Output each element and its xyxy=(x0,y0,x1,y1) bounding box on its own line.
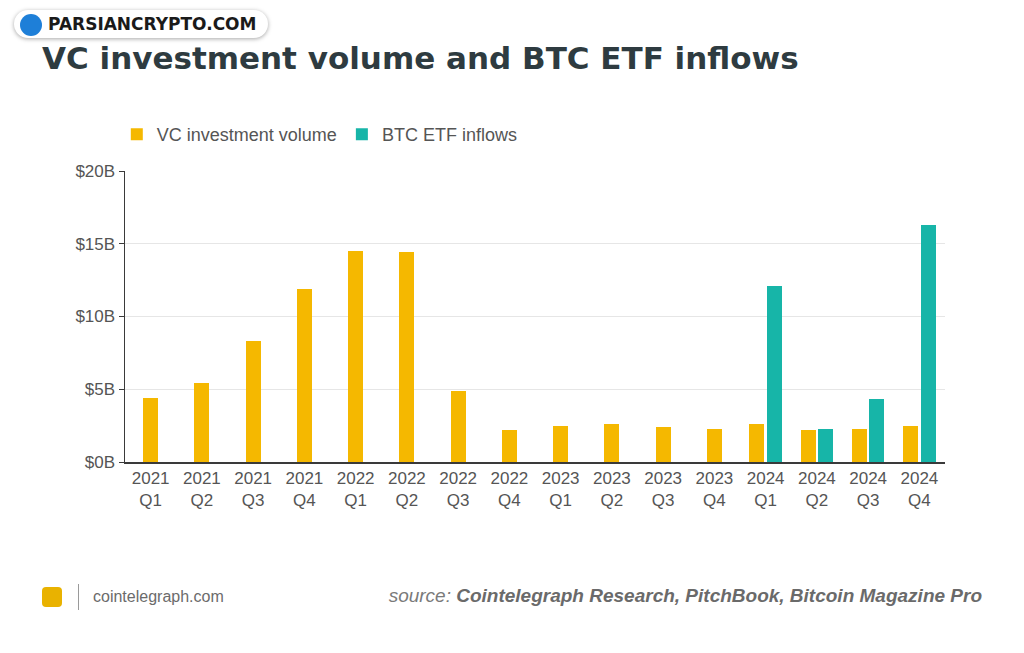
svg-text:2023Q3: 2023Q3 xyxy=(644,469,682,510)
svg-text:2022Q4: 2022Q4 xyxy=(490,469,528,510)
svg-text:$20B: $20B xyxy=(75,162,115,181)
svg-text:2023Q4: 2023Q4 xyxy=(695,469,733,510)
svg-text:2021Q4: 2021Q4 xyxy=(285,469,323,510)
svg-text:2022Q1: 2022Q1 xyxy=(337,469,375,510)
svg-text:BTC ETF inflows: BTC ETF inflows xyxy=(382,125,517,145)
svg-text:2024Q3: 2024Q3 xyxy=(849,469,887,510)
svg-text:$0B: $0B xyxy=(85,453,115,472)
svg-text:$5B: $5B xyxy=(85,380,115,399)
svg-text:2024Q2: 2024Q2 xyxy=(798,469,836,510)
html-text:PARSIANCRYPTO.COM: PARSIANCRYPTO.COM xyxy=(48,14,257,34)
svg-text:2023Q1: 2023Q1 xyxy=(542,469,580,510)
svg-text:$15B: $15B xyxy=(75,235,115,254)
svg-text:2023Q2: 2023Q2 xyxy=(593,469,631,510)
html-text:cointelegraph.com: cointelegraph.com xyxy=(93,588,224,605)
svg-text:$10B: $10B xyxy=(75,307,115,326)
svg-text:VC investment volume: VC investment volume xyxy=(157,125,337,145)
svg-text:2022Q3: 2022Q3 xyxy=(439,469,477,510)
svg-text:2021Q1: 2021Q1 xyxy=(132,469,170,510)
svg-text:2024Q4: 2024Q4 xyxy=(900,469,938,510)
svg-text:2021Q3: 2021Q3 xyxy=(234,469,272,510)
svg-text:2024Q1: 2024Q1 xyxy=(747,469,785,510)
svg-text:VC investment volume and BTC E: VC investment volume and BTC ETF inflows xyxy=(42,40,799,76)
svg-text:2021Q2: 2021Q2 xyxy=(183,469,221,510)
html-text:source: Cointelegraph Research: source: Cointelegraph Research, PitchBoo… xyxy=(388,585,982,606)
svg-text:2022Q2: 2022Q2 xyxy=(388,469,426,510)
